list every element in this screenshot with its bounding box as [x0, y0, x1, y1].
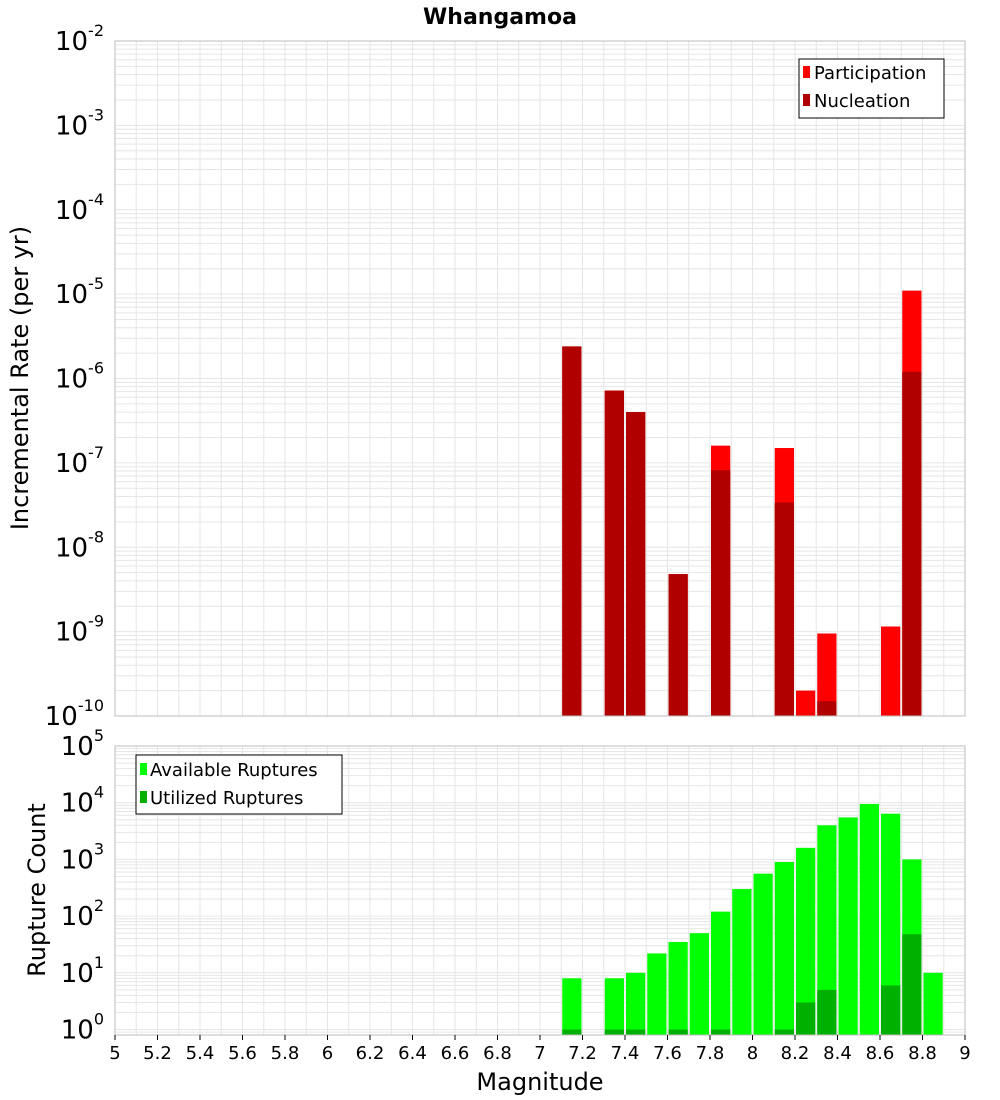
x-tick-label: 6.4: [398, 1043, 427, 1064]
bar-available-ruptures: [668, 941, 688, 1035]
legend-swatch-utilized: [140, 791, 147, 803]
bar-available-ruptures: [626, 972, 646, 1035]
legend-label-participation: Participation: [814, 63, 926, 84]
x-tick-label: 8.4: [823, 1043, 852, 1064]
legend-label-utilized: Utilized Ruptures: [150, 788, 303, 809]
x-tick-label: 8.8: [908, 1043, 937, 1064]
bar-nucleation: [711, 470, 731, 716]
x-tick-label: 9: [959, 1043, 970, 1064]
y-tick-label: 10-10: [45, 696, 104, 732]
bar-participation: [796, 690, 816, 716]
x-tick-label: 6.8: [483, 1043, 512, 1064]
bar-utilized-ruptures: [562, 1029, 582, 1035]
x-ticks: 5 5.2 5.4 5.6 5.8 6 6.2 6.4 6.6 6.8 7 7.2 7.4 7.6 7.8 8…: [109, 1035, 971, 1064]
bar-nucleation: [668, 574, 688, 716]
y-tick-label: 10-5: [55, 274, 104, 310]
x-tick-label: 8.2: [781, 1043, 810, 1064]
legend-swatch-nucleation: [803, 94, 810, 106]
rate-y-ticks: 10-10 10-9 10-8 10-7 10-6 10-5 10-4 10-3 10-2: [45, 21, 104, 732]
chart-title: Whangamoa: [423, 5, 577, 30]
rate-y-axis-label: Incremental Rate (per yr): [6, 226, 34, 530]
x-tick-label: 7.6: [653, 1043, 682, 1064]
bar-participation: [881, 626, 901, 716]
bar-utilized-ruptures: [668, 1029, 688, 1035]
bar-available-ruptures: [604, 978, 624, 1035]
bar-utilized-ruptures: [626, 1029, 646, 1035]
rate-grid: [115, 41, 965, 717]
x-tick-label: 8.6: [866, 1043, 895, 1064]
y-tick-label: 10-3: [55, 105, 104, 141]
x-tick-label: 5.4: [186, 1043, 215, 1064]
x-tick-label: 6.6: [441, 1043, 470, 1064]
bar-nucleation: [817, 701, 837, 716]
count-panel: 100 101 102 103 104 105 5 5.2 5.4 5.6 5.8 6 6.2 6.4 6…: [23, 726, 971, 1096]
bar-participation: [817, 633, 837, 716]
bar-nucleation: [626, 412, 646, 716]
bar-utilized-ruptures: [774, 1029, 794, 1035]
rate-legend-box: [798, 58, 945, 119]
count-bars: [562, 803, 943, 1035]
count-legend: Available Ruptures Utilized Ruptures: [135, 754, 343, 815]
count-y-axis-label: Rupture Count: [23, 803, 51, 977]
y-tick-label: 10-4: [55, 190, 104, 226]
count-legend-box: [135, 754, 343, 815]
y-tick-label: 104: [61, 783, 104, 819]
rate-bars: [562, 290, 922, 716]
x-tick-label: 8: [747, 1043, 758, 1064]
x-tick-label: 6: [322, 1043, 333, 1064]
x-tick-label: 7.4: [611, 1043, 640, 1064]
x-tick-label: 7: [534, 1043, 545, 1064]
x-tick-label: 7.8: [696, 1043, 725, 1064]
bar-available-ruptures: [817, 825, 837, 1035]
y-tick-label: 101: [61, 953, 104, 989]
bar-available-ruptures: [732, 889, 752, 1035]
bar-available-ruptures: [647, 953, 667, 1035]
bar-nucleation: [604, 390, 624, 716]
bar-available-ruptures: [774, 861, 794, 1035]
legend-label-nucleation: Nucleation: [814, 91, 910, 112]
y-tick-label: 105: [61, 726, 104, 762]
x-tick-label: 7.2: [568, 1043, 597, 1064]
bar-nucleation: [902, 371, 922, 716]
y-tick-label: 10-6: [55, 359, 104, 395]
x-tick-label: 5: [109, 1043, 120, 1064]
bar-available-ruptures: [753, 873, 773, 1035]
x-tick-label: 5.6: [228, 1043, 257, 1064]
rate-plot-frame: [114, 40, 966, 717]
bar-available-ruptures: [838, 817, 858, 1035]
x-axis-label: Magnitude: [476, 1068, 603, 1096]
x-tick-label: 5.8: [271, 1043, 300, 1064]
rate-legend: Participation Nucleation: [798, 58, 945, 119]
bar-utilized-ruptures: [604, 1029, 624, 1035]
bar-utilized-ruptures: [817, 989, 837, 1035]
bar-utilized-ruptures: [881, 985, 901, 1035]
legend-label-available: Available Ruptures: [150, 760, 318, 781]
x-tick-label: 5.2: [143, 1043, 172, 1064]
x-tick-label: 6.2: [356, 1043, 385, 1064]
bar-available-ruptures: [711, 911, 731, 1035]
y-tick-label: 102: [61, 896, 104, 932]
legend-swatch-participation: [803, 66, 810, 78]
y-tick-label: 10-9: [55, 612, 104, 648]
y-tick-label: 10-7: [55, 443, 104, 479]
count-y-ticks: 100 101 102 103 104 105: [61, 726, 104, 1046]
y-tick-label: 10-2: [55, 21, 104, 57]
y-tick-label: 100: [61, 1010, 104, 1046]
bar-nucleation: [774, 502, 794, 716]
bar-available-ruptures: [796, 847, 816, 1035]
bar-available-ruptures: [923, 972, 943, 1035]
legend-swatch-available: [140, 763, 147, 775]
y-tick-label: 103: [61, 839, 104, 875]
bar-utilized-ruptures: [711, 1029, 731, 1035]
bar-nucleation: [562, 346, 582, 716]
bar-available-ruptures: [859, 803, 879, 1035]
bar-available-ruptures: [881, 813, 901, 1035]
bar-utilized-ruptures: [902, 934, 922, 1035]
rate-panel: 10-10 10-9 10-8 10-7 10-6 10-5 10-4 10-3 10-2 In…: [6, 21, 966, 732]
bar-available-ruptures: [689, 933, 709, 1035]
bar-utilized-ruptures: [796, 1002, 816, 1035]
bar-available-ruptures: [562, 978, 582, 1035]
y-tick-label: 10-8: [55, 527, 104, 563]
